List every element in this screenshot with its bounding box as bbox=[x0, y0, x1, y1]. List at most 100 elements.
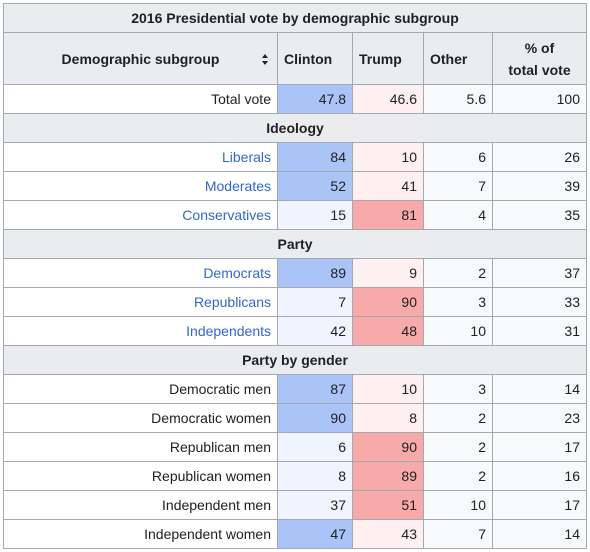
trump-cell: 89 bbox=[352, 461, 424, 491]
trump-cell: 10 bbox=[352, 374, 424, 404]
percent-total-cell: 31 bbox=[492, 316, 587, 346]
subgroup-label: Independent women bbox=[144, 526, 271, 542]
clinton-cell: 15 bbox=[277, 200, 353, 230]
subgroup-label: Democratic men bbox=[169, 381, 271, 397]
table-row: Independents 42 48 10 31 bbox=[3, 316, 587, 346]
trump-cell: 10 bbox=[352, 142, 424, 172]
clinton-cell: 52 bbox=[277, 171, 353, 201]
subgroup-link-cell[interactable]: Liberals bbox=[3, 142, 278, 172]
trump-cell: 48 bbox=[352, 316, 424, 346]
percent-total-cell: 26 bbox=[492, 142, 587, 172]
subgroup-label-cell: Republican women bbox=[3, 461, 278, 491]
other-cell: 7 bbox=[423, 519, 493, 549]
table-body: 2016 Presidential vote by demographic su… bbox=[3, 3, 587, 549]
table-title: 2016 Presidential vote by demographic su… bbox=[3, 3, 587, 33]
column-header-clinton: Clinton bbox=[277, 32, 353, 85]
subgroup-label-cell: Democratic women bbox=[3, 403, 278, 433]
clinton-cell: 6 bbox=[277, 432, 353, 462]
other-cell: 10 bbox=[423, 490, 493, 520]
subgroup-label: Independent men bbox=[162, 497, 271, 513]
clinton-cell: 89 bbox=[277, 258, 353, 288]
percent-total-cell: 17 bbox=[492, 490, 587, 520]
subgroup-label-cell: Democratic men bbox=[3, 374, 278, 404]
column-header-trump: Trump bbox=[352, 32, 424, 85]
clinton-cell: 7 bbox=[277, 287, 353, 317]
percent-total-cell: 14 bbox=[492, 519, 587, 549]
subgroup-link-cell[interactable]: Conservatives bbox=[3, 200, 278, 230]
percent-total-cell: 23 bbox=[492, 403, 587, 433]
other-cell: 6 bbox=[423, 142, 493, 172]
subgroup-link-cell[interactable]: Moderates bbox=[3, 171, 278, 201]
column-header-other: Other bbox=[423, 32, 493, 85]
column-header-percent-total: % of total vote bbox=[492, 32, 587, 85]
sort-icon[interactable] bbox=[262, 53, 269, 65]
table-title-row: 2016 Presidential vote by demographic su… bbox=[3, 3, 587, 33]
subgroup-label-cell: Independent women bbox=[3, 519, 278, 549]
subgroup-link[interactable]: Republicans bbox=[193, 294, 271, 310]
other-cell: 2 bbox=[423, 461, 493, 491]
table-row: Independent men 37 51 10 17 bbox=[3, 490, 587, 520]
total-trump-cell: 46.6 bbox=[352, 84, 424, 114]
table-row: Moderates 52 41 7 39 bbox=[3, 171, 587, 201]
subgroup-link-cell[interactable]: Democrats bbox=[3, 258, 278, 288]
percent-total-cell: 16 bbox=[492, 461, 587, 491]
table-row: Democratic women 90 8 2 23 bbox=[3, 403, 587, 433]
subgroup-link[interactable]: Conservatives bbox=[182, 207, 271, 223]
trump-cell: 51 bbox=[352, 490, 424, 520]
section-header-row: Party bbox=[3, 229, 587, 259]
total-vote-row: Total vote 47.8 46.6 5.6 100 bbox=[3, 84, 587, 114]
section-title: Party bbox=[3, 229, 587, 259]
other-cell: 3 bbox=[423, 374, 493, 404]
subgroup-link-cell[interactable]: Republicans bbox=[3, 287, 278, 317]
trump-cell: 8 bbox=[352, 403, 424, 433]
table-row: Democrats 89 9 2 37 bbox=[3, 258, 587, 288]
subgroup-link[interactable]: Liberals bbox=[221, 149, 271, 165]
column-header-subgroup[interactable]: Demographic subgroup bbox=[3, 32, 278, 85]
column-header-percent-line1: % of bbox=[524, 39, 555, 56]
section-title: Party by gender bbox=[3, 345, 587, 375]
trump-cell: 41 bbox=[352, 171, 424, 201]
table-row: Conservatives 15 81 4 35 bbox=[3, 200, 587, 230]
section-title: Ideology bbox=[3, 113, 587, 143]
clinton-cell: 42 bbox=[277, 316, 353, 346]
total-clinton-cell: 47.8 bbox=[277, 84, 353, 114]
other-cell: 10 bbox=[423, 316, 493, 346]
table-row: Liberals 84 10 6 26 bbox=[3, 142, 587, 172]
section-header-row: Ideology bbox=[3, 113, 587, 143]
other-cell: 7 bbox=[423, 171, 493, 201]
trump-cell: 81 bbox=[352, 200, 424, 230]
percent-total-cell: 35 bbox=[492, 200, 587, 230]
subgroup-link[interactable]: Democrats bbox=[203, 265, 271, 281]
trump-cell: 90 bbox=[352, 432, 424, 462]
table-row: Democratic men 87 10 3 14 bbox=[3, 374, 587, 404]
section-header-row: Party by gender bbox=[3, 345, 587, 375]
table-row: Republicans 7 90 3 33 bbox=[3, 287, 587, 317]
trump-cell: 9 bbox=[352, 258, 424, 288]
subgroup-link-cell[interactable]: Independents bbox=[3, 316, 278, 346]
clinton-cell: 90 bbox=[277, 403, 353, 433]
percent-total-cell: 37 bbox=[492, 258, 587, 288]
clinton-cell: 8 bbox=[277, 461, 353, 491]
other-cell: 2 bbox=[423, 258, 493, 288]
subgroup-label: Republican women bbox=[151, 468, 271, 484]
column-header-percent-line2: total vote bbox=[508, 61, 571, 78]
table-row: Republican men 6 90 2 17 bbox=[3, 432, 587, 462]
percent-total-cell: 39 bbox=[492, 171, 587, 201]
total-other-cell: 5.6 bbox=[423, 84, 493, 114]
clinton-cell: 87 bbox=[277, 374, 353, 404]
column-header-subgroup-label: Demographic subgroup bbox=[61, 50, 220, 67]
total-vote-label: Total vote bbox=[3, 84, 278, 114]
subgroup-label: Republican men bbox=[169, 439, 271, 455]
table-row: Republican women 8 89 2 16 bbox=[3, 461, 587, 491]
subgroup-label: Democratic women bbox=[151, 410, 271, 426]
subgroup-link[interactable]: Moderates bbox=[204, 178, 271, 194]
subgroup-label-cell: Republican men bbox=[3, 432, 278, 462]
column-header-row: Demographic subgroup Clinton Trump Other… bbox=[3, 32, 587, 85]
subgroup-link[interactable]: Independents bbox=[186, 323, 271, 339]
clinton-cell: 47 bbox=[277, 519, 353, 549]
trump-cell: 90 bbox=[352, 287, 424, 317]
clinton-cell: 84 bbox=[277, 142, 353, 172]
other-cell: 2 bbox=[423, 432, 493, 462]
trump-cell: 43 bbox=[352, 519, 424, 549]
demographic-vote-table: 2016 Presidential vote by demographic su… bbox=[3, 3, 587, 549]
